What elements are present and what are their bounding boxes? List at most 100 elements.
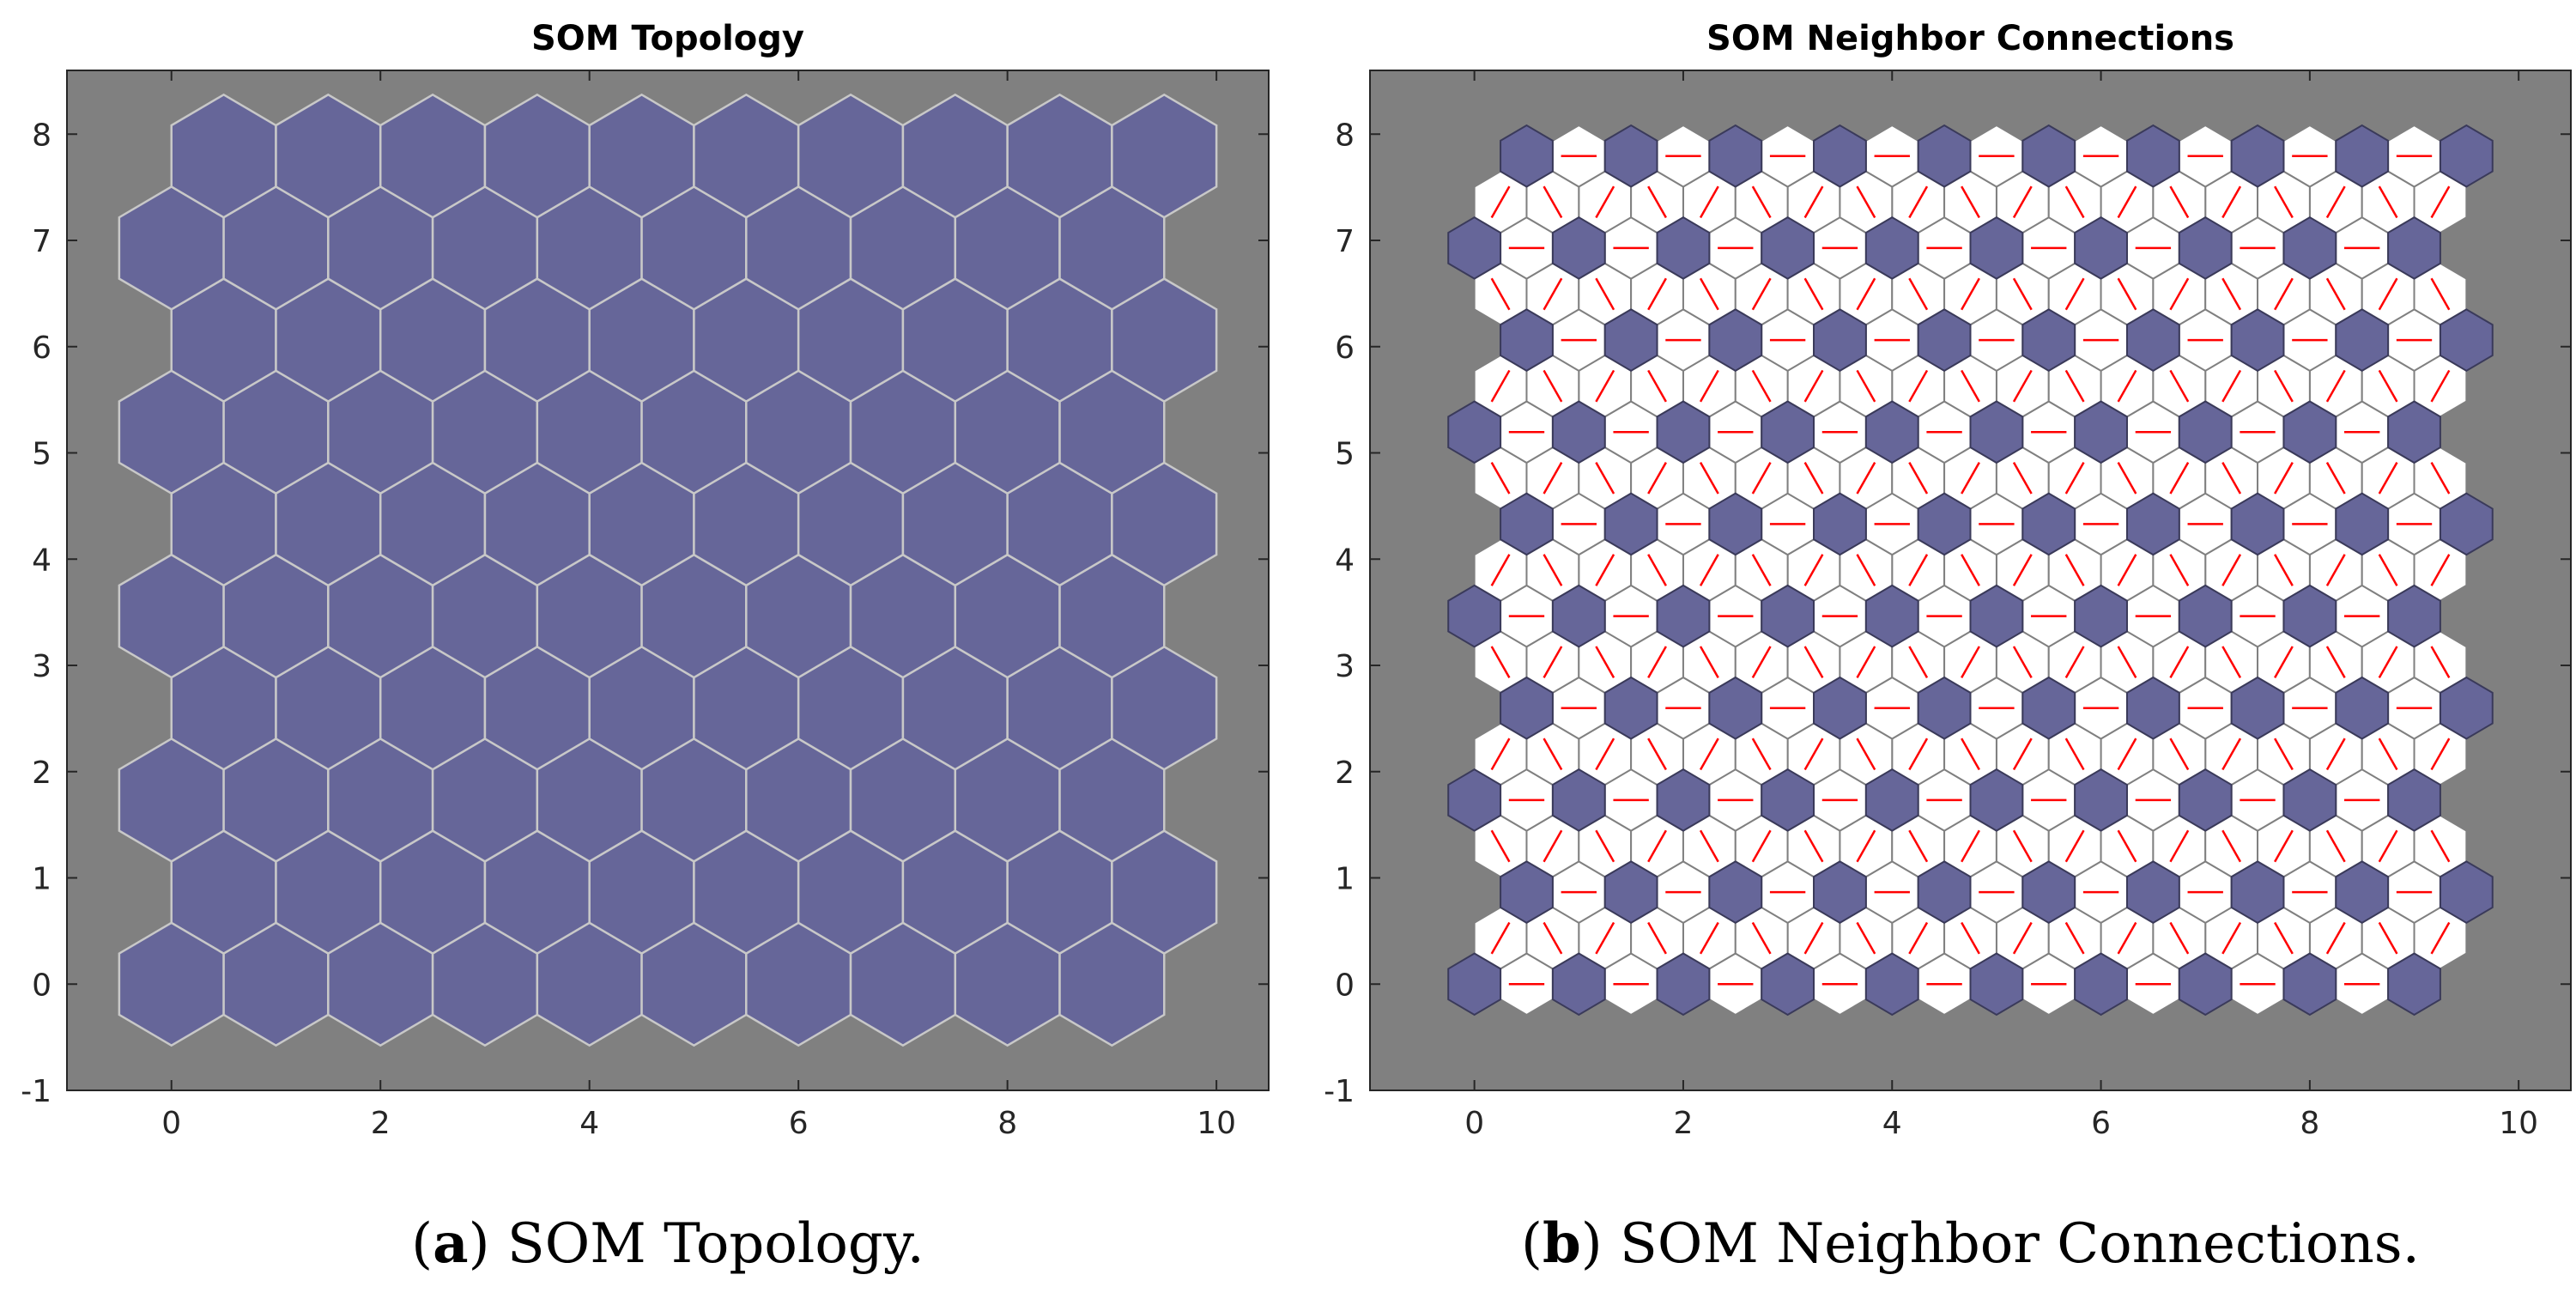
y-tick-label: 0 [1335,968,1355,1003]
y-axis-ticks: -1 0 1 2 3 4 5 6 7 8 [21,118,1269,1109]
connection-line [2378,185,2398,219]
connection-line [2274,461,2294,495]
connection-line [1595,921,1615,955]
connection-line [1908,829,1929,863]
connection-line [2378,921,2398,955]
connection-line [1699,829,1719,863]
connection-line [2117,554,2137,586]
neuron-node [2178,584,2233,648]
neuron-node [1969,216,2024,280]
connection-line [2274,554,2294,586]
neuron-node [2021,124,2076,188]
neuron-node [2230,492,2285,556]
neuron-node [1708,124,1763,188]
x-tick-label: 6 [789,1106,809,1141]
connection-line [1543,185,1563,219]
connection-line [1961,921,1980,955]
connection-line [2012,738,2033,771]
neuron-node [1969,584,2024,648]
connection-line [2378,646,2398,678]
connection-line [1543,554,1563,586]
connection-line [2274,921,2294,955]
neuron-node [2021,860,2076,924]
neuron-node [1761,216,1815,280]
y-axis-ticks: -1 0 1 2 3 4 5 6 7 8 [1324,118,2571,1109]
neuron-node [1447,216,1502,280]
connection-line [1751,829,1772,863]
connection-line [2064,738,2085,771]
neuron-node [2439,492,2494,556]
neuron-node [1761,584,1815,648]
neuron-node [2282,216,2337,280]
neuron-node [1917,124,1972,188]
neuron-node [1500,860,1554,924]
connection-line [2325,369,2346,403]
connection-line [1699,738,1719,771]
connection-line [1961,185,1980,219]
neuron-node [1761,952,1815,1017]
connection-line [1908,277,1929,311]
y-tick-label: 7 [1335,224,1355,259]
x-tick-label: 6 [2091,1106,2111,1141]
y-tick-label: -1 [1324,1074,1355,1109]
connection-line [2430,461,2451,495]
connection-line [2169,921,2190,955]
neuron-node [2021,308,2076,372]
neuron-node [1500,492,1554,556]
neuron-node [2282,400,2337,464]
connection-line [1856,277,1876,311]
connection-line [1543,646,1563,678]
y-tick-label: 4 [32,543,52,578]
connection-line [1961,277,1980,311]
connection-line [2325,829,2346,863]
connection-line [1908,369,1929,403]
neuron-node [2439,308,2494,372]
neuron-node [1761,768,1815,832]
connection-line [2430,829,2451,863]
connection-line [1856,554,1876,586]
connection-line [1647,829,1667,863]
connection-line [2169,277,2190,311]
connection-line [1908,554,1929,586]
connection-line [1803,829,1824,863]
neuron-node [1656,400,1711,464]
connection-line [1699,921,1719,955]
connection-line [1803,738,1824,771]
neuron-node [2074,768,2128,832]
y-tick-label: 5 [1335,437,1355,472]
connection-line [2325,185,2346,219]
connection-line [1803,369,1824,403]
neuron-node [1603,860,1658,924]
connection-line [2012,829,2033,863]
connection-line [1856,921,1876,955]
y-tick-label: -1 [21,1074,52,1109]
connection-line [1543,738,1563,771]
plot-area [66,70,1270,1091]
connection-line [2117,461,2137,495]
connection-line [2221,738,2242,771]
connection-line [1543,369,1563,403]
connection-line [2064,646,2085,678]
neuron-node [1656,952,1711,1017]
connection-line [2012,921,2033,955]
connection-line [2169,461,2190,495]
connection-line [2378,738,2398,771]
connection-line [1647,921,1667,955]
connection-line [2430,185,2451,219]
x-tick-label: 0 [161,1106,181,1141]
connection-line [1699,554,1719,586]
neuron-node [1864,216,1919,280]
connection-line [1803,646,1824,678]
y-tick-label: 1 [32,862,52,897]
plot-som-neighbor-connections: SOM Neighbor Connections 0 2 4 6 8 10 -1 0 1 2 3 4… [1324,19,2572,1276]
neuron-node [1500,308,1554,372]
connection-line [2378,369,2398,403]
neuron-node [2178,768,2233,832]
x-tick-label: 8 [2300,1106,2319,1141]
neuron-node [1917,308,1972,372]
y-tick-label: 5 [32,437,52,472]
connection-line [2378,829,2398,863]
connection-line [1490,277,1511,311]
y-tick-label: 0 [32,968,52,1003]
neuron-node [2335,860,2390,924]
